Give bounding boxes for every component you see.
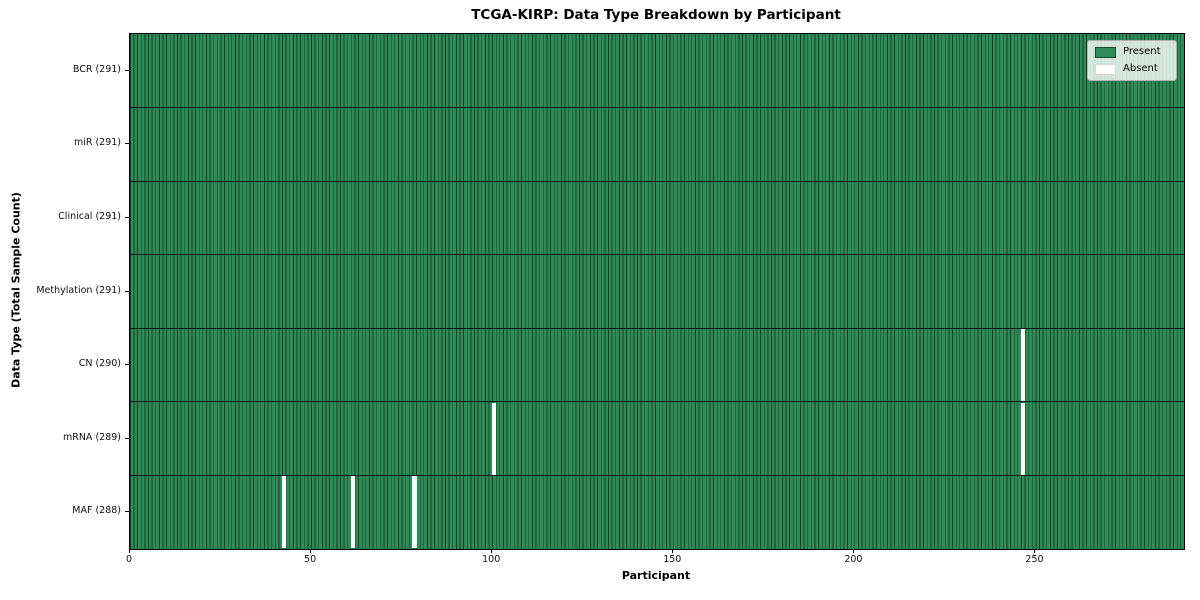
row-separator (130, 401, 1184, 403)
row-separator (130, 327, 1184, 329)
row-separator (130, 107, 1184, 109)
plot-area (129, 33, 1185, 550)
row-separator (130, 474, 1184, 476)
x-axis-label: Participant (621, 569, 691, 582)
legend-swatch-absent (1095, 63, 1116, 75)
x-tick-label: 50 (304, 554, 317, 565)
y-tick-mark (125, 437, 129, 439)
y-tick-label: mRNA (289) (62, 431, 121, 443)
legend-item-present: Present (1095, 46, 1169, 58)
x-tick-mark (853, 549, 855, 553)
y-tick-mark (125, 69, 129, 71)
y-tick-mark (125, 290, 129, 292)
legend-item-absent: Absent (1095, 63, 1169, 75)
absent-bar-mRNA-100 (491, 402, 497, 475)
x-tick-mark (1034, 549, 1036, 553)
x-tick-label: 250 (1025, 554, 1044, 565)
absent-bar-mRNA-246 (1020, 402, 1026, 475)
y-tick-label: CN (290) (78, 358, 121, 370)
x-tick-label: 200 (844, 554, 863, 565)
y-tick-label: miR (291) (73, 137, 121, 149)
absent-bar-MAF-78 (412, 476, 417, 549)
y-tick-label: MAF (288) (72, 505, 121, 517)
legend: Present Absent (1087, 40, 1177, 81)
y-tick-mark (125, 143, 129, 145)
x-tick-mark (129, 549, 130, 553)
legend-swatch-present (1095, 46, 1116, 58)
x-tick-mark (672, 549, 674, 553)
absent-bar-MAF-42 (281, 476, 287, 549)
y-tick-label: Methylation (291) (36, 284, 121, 296)
legend-label: Absent (1123, 63, 1158, 74)
legend-label: Present (1123, 46, 1161, 57)
y-tick-label: BCR (291) (72, 63, 121, 75)
x-tick-label: 150 (663, 554, 682, 565)
absent-bar-CN-246 (1020, 329, 1026, 401)
x-tick-label: 100 (482, 554, 501, 565)
y-tick-mark (125, 364, 129, 366)
row-separator (130, 254, 1184, 256)
absent-bar-MAF-61 (350, 476, 355, 549)
y-tick-label: Clinical (291) (58, 210, 121, 222)
y-tick-mark (125, 511, 129, 513)
y-tick-mark (125, 216, 129, 218)
chart-title: TCGA-KIRP: Data Type Breakdown by Partic… (471, 7, 841, 23)
row-separator (130, 180, 1184, 182)
x-tick-mark (310, 549, 312, 553)
x-tick-label: 0 (125, 554, 133, 565)
x-tick-mark (491, 549, 493, 553)
